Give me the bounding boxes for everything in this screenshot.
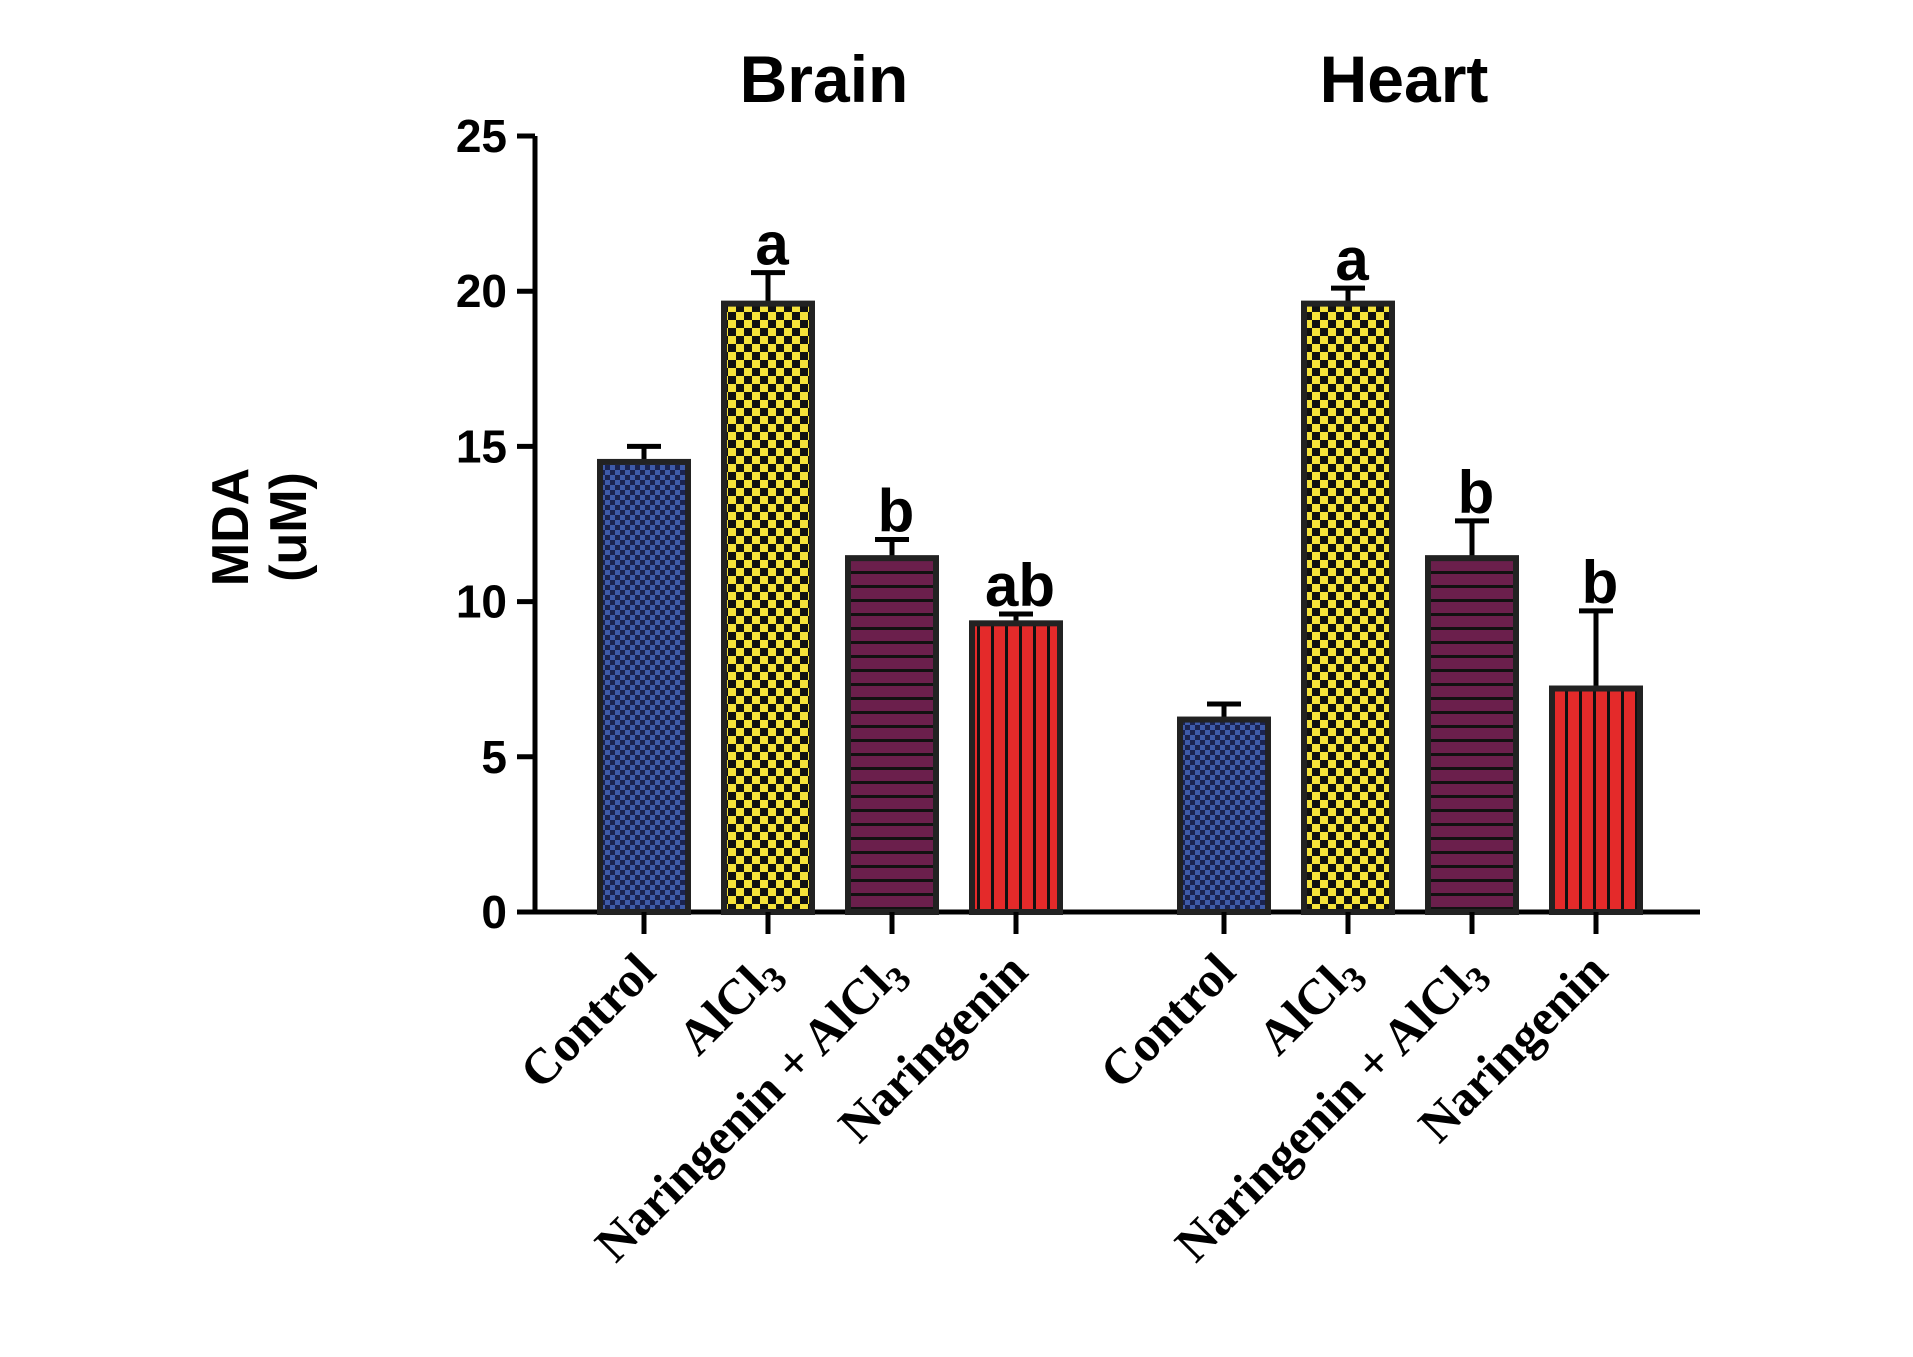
y-axis-unit-label: (uM) xyxy=(260,472,318,582)
bar-brain-3 xyxy=(969,620,1063,915)
y-tick-label: 15 xyxy=(456,420,507,472)
significance-label: ab xyxy=(985,552,1055,619)
significance-label: b xyxy=(878,478,915,545)
plot-area: 0510152025BrainControlaAlCl3bNaringenin … xyxy=(456,42,1700,1277)
bar-heart-3 xyxy=(1549,685,1643,916)
y-tick-label: 25 xyxy=(456,110,507,162)
bar-brain-1 xyxy=(721,300,815,915)
bar-brain-2 xyxy=(845,555,939,915)
significance-label: a xyxy=(1335,226,1369,293)
x-tick-label: Control xyxy=(509,942,666,1099)
significance-label: a xyxy=(755,211,789,278)
bar-brain-0 xyxy=(597,458,691,915)
group-title-brain: Brain xyxy=(740,42,909,116)
significance-label: b xyxy=(1458,459,1495,526)
group-title-heart: Heart xyxy=(1320,42,1489,116)
bar-heart-1 xyxy=(1301,300,1395,915)
x-tick-label: Control xyxy=(1089,942,1246,1099)
significance-label: b xyxy=(1582,549,1619,616)
bar-heart-0 xyxy=(1177,716,1271,915)
y-tick-label: 0 xyxy=(481,886,507,938)
y-tick-label: 5 xyxy=(481,731,507,783)
bar-heart-2 xyxy=(1425,555,1519,915)
y-axis-label: MDA xyxy=(202,468,260,586)
y-tick-label: 20 xyxy=(456,265,507,317)
y-tick-label: 10 xyxy=(456,576,507,628)
